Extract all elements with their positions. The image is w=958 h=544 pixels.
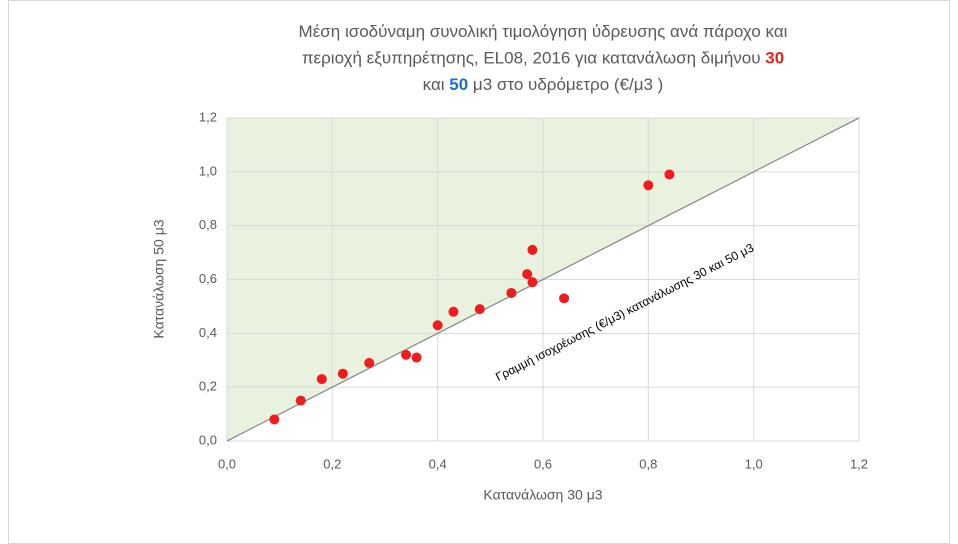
point (522, 269, 533, 280)
point (474, 304, 485, 315)
x-tick-label: 0,8 (639, 456, 657, 471)
point (506, 287, 517, 298)
point (527, 277, 538, 288)
point (664, 169, 675, 180)
point (559, 293, 570, 304)
point (432, 320, 443, 331)
x-tick-label: 0,2 (323, 456, 341, 471)
point (269, 414, 280, 425)
y-tick-label: 1,0 (199, 163, 217, 178)
title-segment: και (423, 75, 450, 94)
title-segment: 50 (449, 75, 468, 94)
chart-title: Μέση ισοδύναμη συνολική τιμολόγηση ύδρευ… (299, 22, 788, 94)
y-tick-label: 0,0 (199, 432, 217, 447)
y-axis-label: Κατανάλωση 50 μ3 (151, 219, 167, 338)
y-tick-label: 0,2 (199, 379, 217, 394)
point (448, 306, 459, 317)
title-segment: περιοχή εξυπηρέτησης, EL08, 2016 για κατ… (302, 49, 765, 68)
title-segment: μ3 στο υδρόμετρο (€/μ3 ) (468, 75, 663, 94)
x-tick-label: 0,6 (534, 456, 552, 471)
point (364, 357, 375, 368)
point (316, 374, 327, 385)
y-tick-label: 0,4 (199, 325, 217, 340)
point (295, 395, 306, 406)
point (337, 368, 348, 379)
point (643, 180, 654, 191)
y-tick-label: 1,2 (199, 109, 217, 124)
y-tick-label: 0,6 (199, 271, 217, 286)
title-segment: 30 (765, 49, 784, 68)
y-tick-label: 0,8 (199, 217, 217, 232)
equality-line (226, 117, 860, 442)
x-tick-label: 0,0 (218, 456, 236, 471)
x-tick-label: 0,4 (429, 456, 447, 471)
x-tick-label: 1,0 (745, 456, 763, 471)
title-segment: Μέση ισοδύναμη συνολική τιμολόγηση ύδρευ… (299, 22, 788, 41)
point (401, 349, 412, 360)
point (527, 244, 538, 255)
point (411, 352, 422, 363)
x-tick-label: 1,2 (850, 456, 868, 471)
x-axis-label: Κατανάλωση 30 μ3 (483, 487, 602, 503)
